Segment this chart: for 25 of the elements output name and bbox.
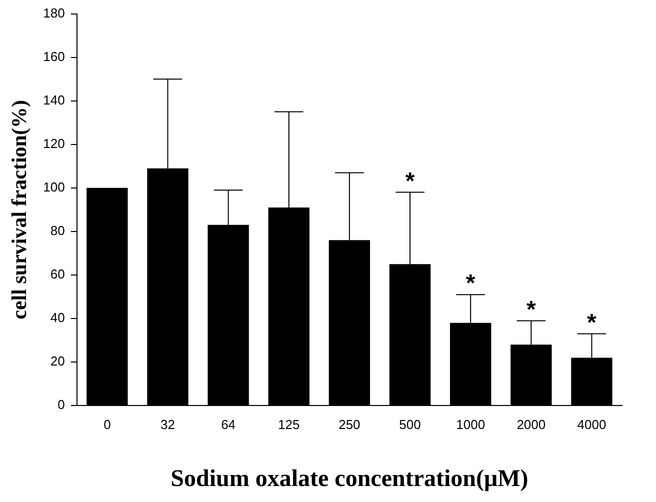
annotation: *	[587, 309, 598, 336]
x-tick-label: 4000	[577, 416, 606, 432]
x-tick-label: 32	[160, 416, 175, 432]
annotation: *	[466, 270, 476, 298]
x-tick-label: 1000	[456, 416, 486, 432]
y-tick-label: 40	[50, 310, 65, 326]
annotation: *	[405, 168, 416, 195]
x-tick-label: 2000	[516, 416, 546, 432]
y-tick-label: 120	[43, 136, 65, 151]
x-tick-label: 0	[104, 416, 111, 432]
annotation: *	[526, 296, 536, 324]
x-tick-label: 250	[338, 416, 360, 432]
y-tick-label: 0	[58, 397, 65, 412]
y-tick-label: 140	[43, 92, 65, 108]
x-tick-label: 125	[278, 416, 300, 432]
y-tick-label: 60	[50, 266, 65, 282]
y-tick-label: 160	[43, 48, 65, 64]
x-axis-title: Sodium oxalate concentration(μM)	[170, 466, 528, 492]
y-tick-label: 100	[43, 180, 65, 195]
y-tick-label: 180	[43, 5, 65, 20]
y-axis-title: cell survival fraction(%)	[7, 100, 32, 320]
y-tick-label: 80	[50, 223, 65, 238]
x-tick-label: 64	[221, 416, 236, 432]
y-tick-label: 20	[50, 354, 65, 369]
x-tick-label: 500	[399, 416, 421, 432]
